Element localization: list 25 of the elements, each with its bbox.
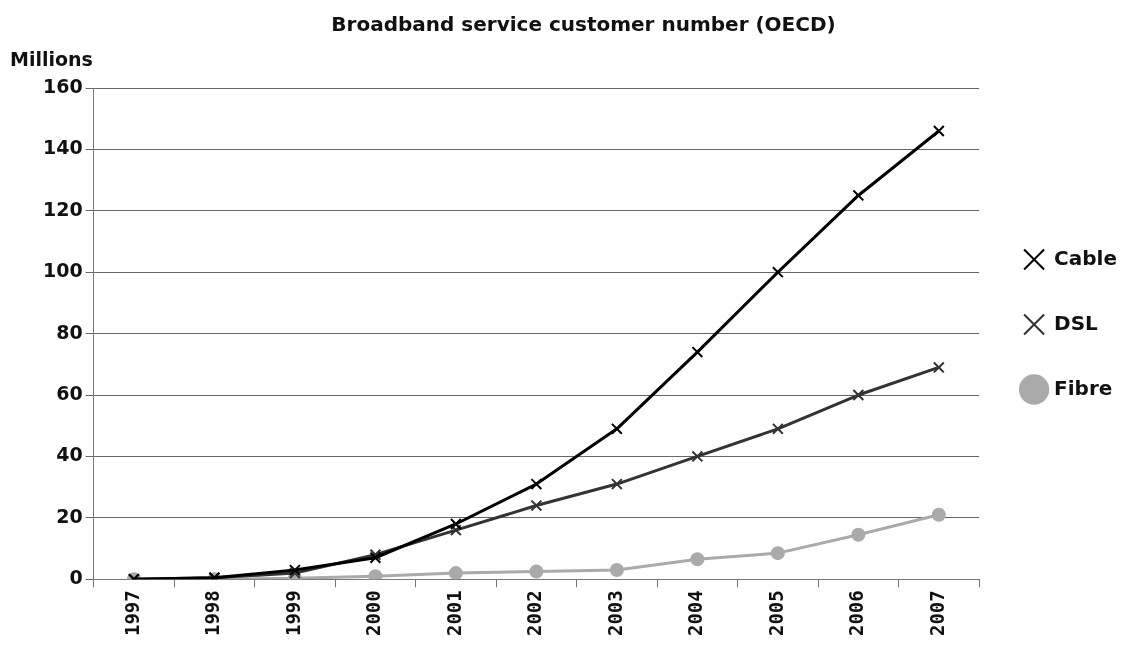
x-tick-label: 2002 <box>523 590 546 637</box>
x-tick-label: 2001 <box>442 590 465 637</box>
y-axis-title: Millions <box>10 48 93 70</box>
x-tick-label: 2003 <box>603 590 626 637</box>
y-tick-label: 20 <box>56 504 83 527</box>
y-tick-label: 40 <box>56 443 83 466</box>
y-tick-label: 160 <box>42 74 83 97</box>
y-tick-label: 100 <box>42 259 83 282</box>
y-tick-label: 140 <box>42 136 83 159</box>
y-tick-label: 120 <box>42 197 83 220</box>
chart-title: Broadband service customer number (OECD) <box>331 12 836 37</box>
y-tick-label: 60 <box>56 381 83 404</box>
x-tick-label: 1997 <box>120 590 143 637</box>
y-tick-label: 0 <box>69 566 83 589</box>
legend-label: DSL <box>1054 310 1099 335</box>
x-tick-label: 2004 <box>684 590 707 637</box>
x-tick-label: 2005 <box>764 590 787 637</box>
x-tick-label: 2000 <box>362 590 385 637</box>
x-tick-label: 1998 <box>201 590 224 637</box>
legend-label: Cable <box>1054 245 1118 270</box>
x-tick-label: 2007 <box>925 590 948 637</box>
y-tick-label: 80 <box>56 320 83 343</box>
x-tick-label: 2006 <box>845 590 868 637</box>
legend-label: Fibre <box>1054 375 1113 400</box>
x-tick-label: 1999 <box>281 590 304 637</box>
